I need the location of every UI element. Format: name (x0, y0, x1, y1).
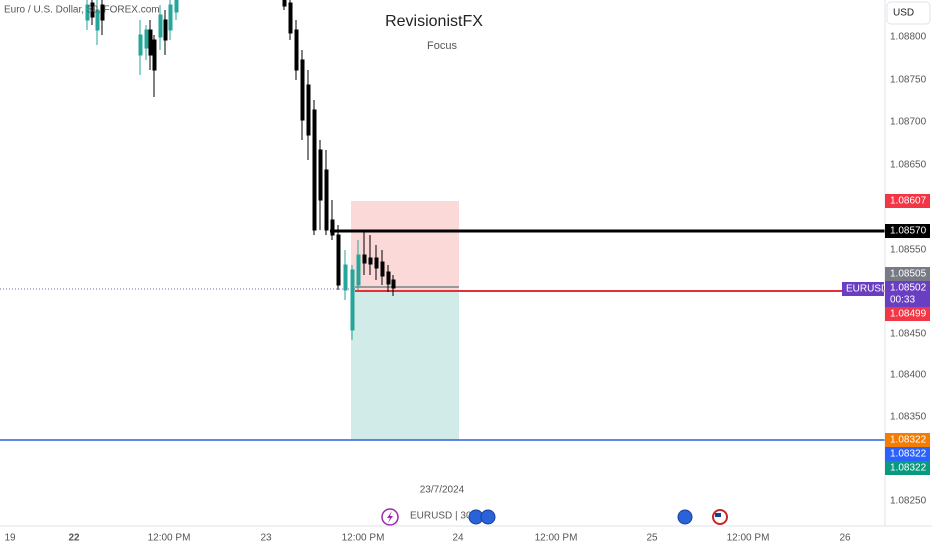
entry-label: 1.08505 (890, 269, 927, 280)
stop-label: 1.08322 (890, 449, 927, 460)
price-tick: 1.08650 (890, 160, 927, 171)
price-tick: 1.08350 (890, 412, 927, 423)
label-bg (885, 447, 930, 461)
price-tick: 1.08400 (890, 370, 927, 381)
event-icon[interactable] (480, 509, 496, 525)
label-bg (885, 307, 930, 321)
label-bg (885, 194, 930, 208)
label-bg (885, 224, 930, 238)
flag-part (715, 513, 721, 517)
bid-label: 1.08499 (890, 309, 927, 320)
profit-zone (351, 289, 459, 440)
price-tick: 1.08250 (890, 496, 927, 507)
time-tick: 19 (4, 533, 16, 544)
price-tick: 1.08700 (890, 117, 927, 128)
last-label: 1.08502 (890, 283, 927, 294)
lightning (387, 511, 393, 523)
time-axis: 19 22 12:00 PM 23 12:00 PM 24 12:00 PM 2… (4, 533, 851, 544)
price-tick: 1.08800 (890, 32, 927, 43)
label-bg (885, 281, 930, 307)
currency-button[interactable] (886, 1, 931, 25)
event-icon[interactable] (677, 509, 693, 525)
label-bg (885, 267, 930, 281)
label-bg (885, 433, 930, 447)
level-label: 1.08570 (890, 226, 927, 237)
stop-label: 1.08322 (890, 463, 927, 474)
footer-symbol: EURUSD | 30M (410, 511, 480, 522)
footer-date: 23/7/2024 (420, 485, 465, 496)
time-tick: 26 (839, 533, 851, 544)
time-tick: 12:00 PM (148, 533, 191, 544)
price-tick: 1.08550 (890, 245, 927, 256)
symbol-title: Euro / U.S. Dollar, 30, FOREX.com (4, 5, 160, 16)
price-ticks: 1.08800 1.08750 1.08700 1.08650 1.08550 … (890, 32, 927, 507)
countdown: 00:33 (890, 295, 915, 306)
label-bg (842, 282, 884, 296)
candles (85, 0, 396, 340)
stop-label: 1.08322 (890, 435, 927, 446)
label-bg (885, 461, 930, 475)
time-tick: 23 (260, 533, 272, 544)
price-labels: 1.08607 1.08570 1.08505 EURUSD 1.08502 0… (842, 194, 930, 475)
time-tick: 12:00 PM (342, 533, 385, 544)
author: RevisionistFX (385, 13, 483, 30)
price-tick: 1.08450 (890, 329, 927, 340)
time-tick: 22 (68, 533, 80, 544)
currency[interactable]: USD (893, 8, 914, 19)
time-tick: 25 (646, 533, 658, 544)
time-tick: 12:00 PM (535, 533, 578, 544)
time-tick: 24 (452, 533, 464, 544)
price-tick: 1.08750 (890, 75, 927, 86)
target-label: 1.08607 (890, 196, 927, 207)
stop-zone (351, 201, 459, 289)
subtitle: Focus (427, 40, 457, 52)
time-tick: 12:00 PM (727, 533, 770, 544)
symbol-label: EURUSD (846, 284, 888, 295)
event-icons[interactable] (381, 508, 728, 526)
